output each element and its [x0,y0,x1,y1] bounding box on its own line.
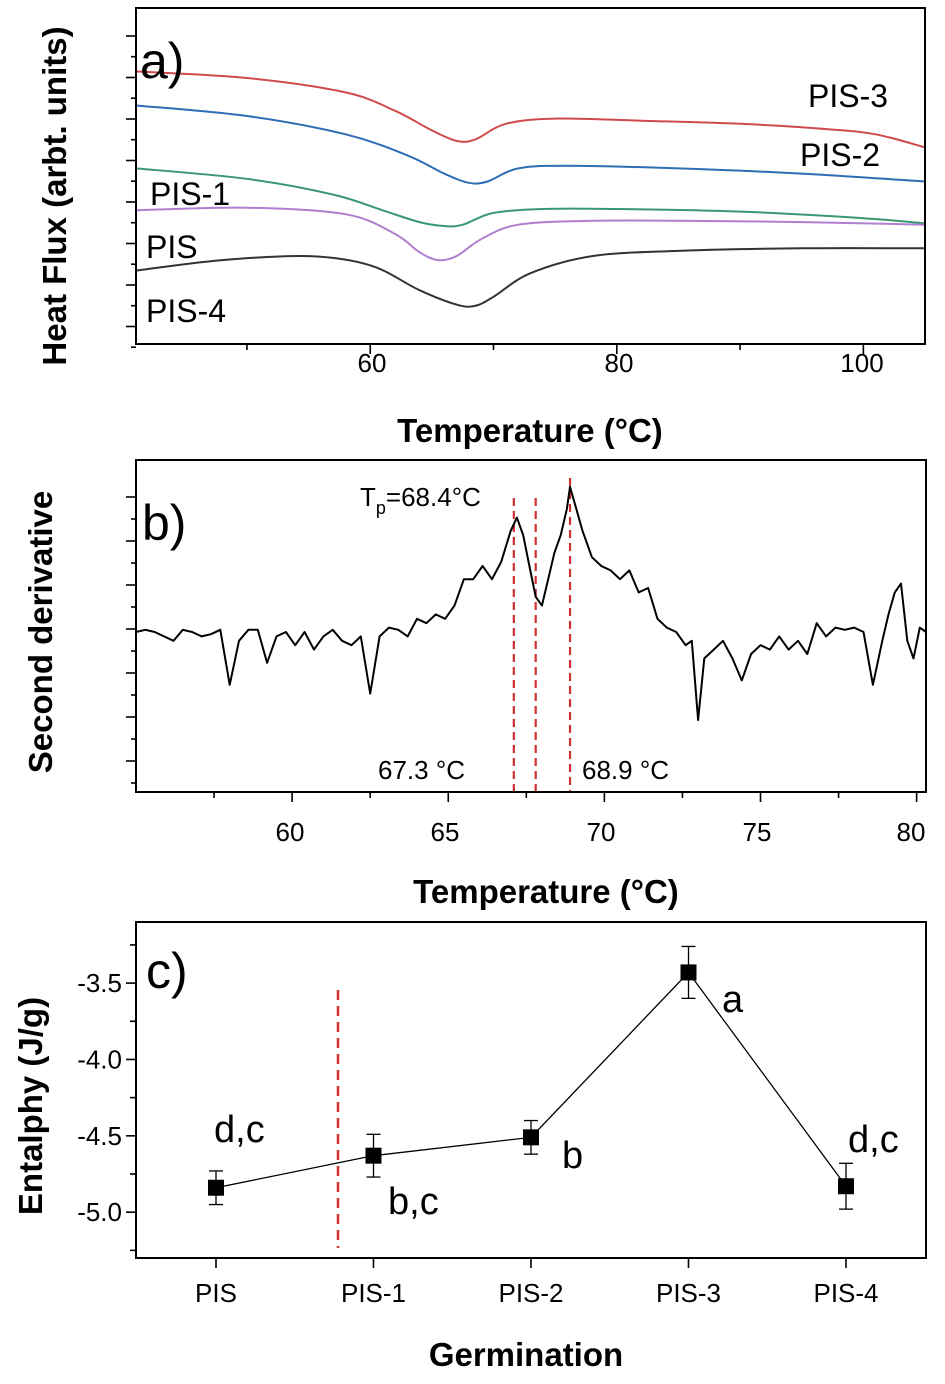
panel-c-y-tick-labels: -3.5 -4.0 -4.5 -5.0 [77,968,122,1227]
panel-c-y-tick-label: -4.5 [77,1121,122,1151]
panel-a-x-tick-100: 100 [840,348,883,378]
panel-c-label: c) [146,943,188,999]
series-line-pis-2 [135,104,926,185]
significance-letter: b [562,1135,583,1177]
data-point [523,1129,539,1146]
panel-a-frame [135,7,926,345]
panel-c-x-axis-label: Germination [429,1336,623,1373]
panel-b-x-tick-65: 65 [431,817,460,847]
data-point [208,1179,224,1196]
panel-a-x-axis-label: Temperature (°C) [397,412,663,449]
tp-main: T [360,482,376,512]
panel-c-y-tick-label: -3.5 [77,968,122,998]
tp-value: =68.4°C [386,482,481,512]
panel-b-axis-ticks [126,496,918,802]
data-point [838,1178,854,1195]
panel-c-x-tick-label: PIS-2 [498,1278,563,1308]
series-line-pis-3 [135,70,926,149]
panel-b-x-axis-label: Temperature (°C) [413,873,679,910]
panel-c-y-tick-label: -4.0 [77,1044,122,1074]
significance-letter: d,c [214,1109,265,1151]
panel-a-curves [135,70,926,308]
panel-b-x-tick-75: 75 [743,817,772,847]
panel-c-marks [208,945,854,1210]
second-derivative-line [135,485,927,721]
data-point [365,1147,382,1164]
series-line-pis [135,206,926,262]
panel-a-x-tick-60: 60 [358,348,387,378]
series-line-pis-4 [135,247,926,308]
tp-annotation: Tp=68.4°C [360,482,481,518]
panel-b-curve [135,485,927,721]
data-point [680,964,697,981]
series-line-pis-1 [135,167,926,228]
panel-b-second-derivative-chart: b) Tp=68.4°C 67.3 °C 68.9 °C 60 65 70 75… [22,459,927,910]
panel-c-x-tick-label: PIS-4 [813,1278,878,1308]
panel-a-x-tick-80: 80 [605,348,634,378]
panel-c-y-axis-label: Entalphy (J/g) [12,997,49,1215]
panel-c-x-tick-label: PIS [195,1278,237,1308]
enthalpy-line [215,971,847,1189]
panel-c-enthalpy-chart: c) -3.5-4.0-4.5-5.0 PIS PIS-1 PIS-2 PIS-3 PI… [12,921,927,1373]
peak-left-annotation: 67.3 °C [378,755,465,785]
series-label-pis-2: PIS-2 [800,137,880,173]
panel-c-frame [135,921,927,1259]
significance-letter: d,c [848,1119,899,1161]
panel-c-y-tick-label: -5.0 [77,1197,122,1227]
panel-b-y-axis-label: Second derivative [22,491,59,773]
panel-b-label: b) [142,495,186,551]
panel-a-heat-flux-chart: a) PIS-3 PIS-2 PIS-1 PIS PIS-4 60 80 100… [36,7,926,449]
series-label-pis: PIS [146,229,198,265]
panel-b-x-tick-80: 80 [897,817,926,847]
significance-letter: a [722,979,744,1021]
panel-b-x-tick-70: 70 [587,817,616,847]
peak-right-annotation: 68.9 °C [582,755,669,785]
panel-b-frame [135,459,927,793]
panel-b-peak-markers [512,478,572,792]
panel-c-axis-ticks [126,944,847,1268]
panel-a-y-axis-label: Heat Flux (arbt. units) [36,26,73,365]
significance-letter: b,c [388,1181,439,1223]
panel-a-axis-ticks [126,35,865,354]
series-label-pis-3: PIS-3 [808,78,888,114]
panel-c-x-tick-labels: PIS PIS-1 PIS-2 PIS-3 PIS-4 [195,1278,878,1308]
panel-c-significance-letters: d,c b,c b a d,c [214,979,899,1223]
panel-a-label: a) [140,33,184,89]
panel-c-x-tick-label: PIS-1 [341,1278,406,1308]
series-label-pis-4: PIS-4 [146,293,226,329]
series-label-pis-1: PIS-1 [150,176,230,212]
panel-c-x-tick-label: PIS-3 [656,1278,721,1308]
panel-b-x-tick-60: 60 [276,817,305,847]
tp-subscript: p [376,498,386,518]
